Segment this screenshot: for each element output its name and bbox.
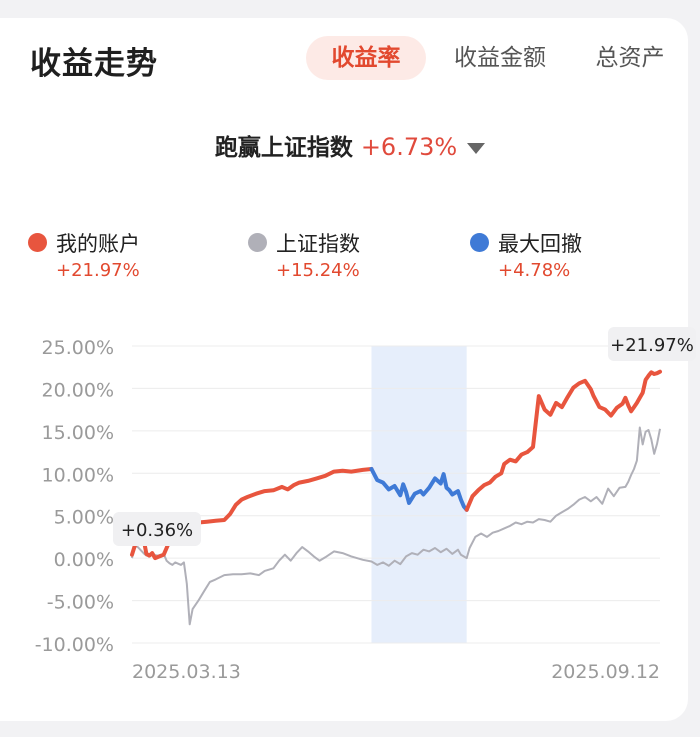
legend-value: +21.97% bbox=[56, 260, 140, 281]
legend-dot-my-account bbox=[28, 233, 47, 252]
start-annotation-label: +0.36% bbox=[121, 520, 193, 541]
tab-total-assets[interactable]: 总资产 bbox=[595, 45, 665, 71]
benchmark-label: 跑赢上证指数 bbox=[214, 135, 353, 161]
start-annotation-bubble bbox=[113, 512, 201, 546]
legend-value: +15.24% bbox=[276, 260, 360, 281]
caret-down-icon[interactable] bbox=[467, 143, 486, 154]
legend-value: +4.78% bbox=[498, 260, 571, 281]
legend-dot-sse-index bbox=[248, 233, 267, 252]
benchmark-compare[interactable]: 跑赢上证指数 +6.73% bbox=[0, 128, 700, 162]
legend-name: 上证指数 bbox=[276, 232, 360, 256]
series-line-sse-index bbox=[131, 426, 661, 626]
y-tick-label: 20.00% bbox=[42, 379, 114, 401]
legend-name: 我的账户 bbox=[56, 232, 140, 256]
legend-dot-max-drawdown bbox=[470, 233, 489, 252]
end-annotation-label: +21.97% bbox=[610, 335, 694, 356]
x-tick-label-end: 2025.09.12 bbox=[551, 661, 660, 683]
y-tick-label: -10.00% bbox=[35, 634, 114, 656]
y-tick-label: 10.00% bbox=[42, 464, 114, 486]
series-line-max-drawdown bbox=[369, 467, 469, 512]
y-tick-label: 5.00% bbox=[54, 507, 114, 529]
page-title: 收益走势 bbox=[30, 46, 158, 82]
y-tick-label: 0.00% bbox=[54, 549, 114, 571]
tab-return-rate[interactable]: 收益率 bbox=[306, 36, 426, 80]
end-annotation-bubble bbox=[608, 327, 696, 361]
tab-return-amount[interactable]: 收益金额 bbox=[454, 45, 546, 71]
trend-card bbox=[0, 18, 688, 721]
x-tick-label-start: 2025.03.13 bbox=[132, 661, 241, 683]
y-tick-label: 25.00% bbox=[42, 337, 114, 359]
series-line-my-account bbox=[464, 369, 662, 512]
legend-name: 最大回撤 bbox=[498, 232, 582, 256]
series-line-my-account bbox=[130, 467, 374, 561]
y-tick-label: -5.00% bbox=[47, 592, 114, 614]
y-tick-label: 15.00% bbox=[42, 422, 114, 444]
benchmark-value: +6.73% bbox=[360, 133, 458, 161]
